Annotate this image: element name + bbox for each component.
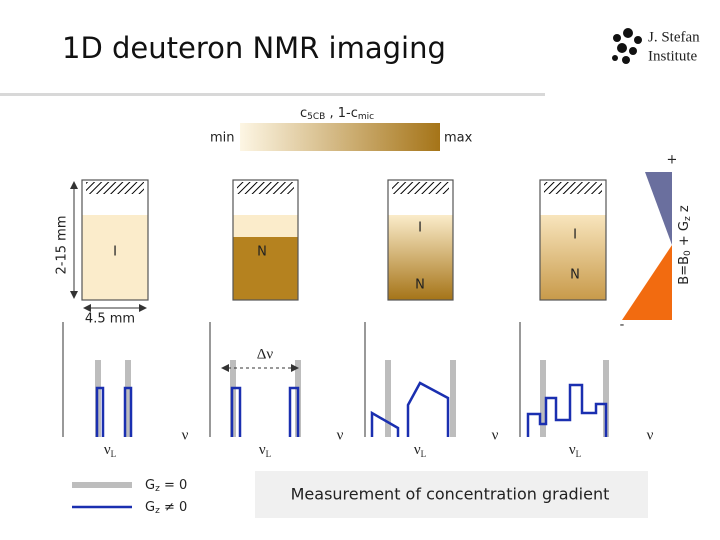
sample-cells: [81, 179, 607, 301]
phase-label: N: [415, 278, 425, 293]
concentration-label: c5CB , 1-cmic: [300, 106, 374, 122]
axis-label: ν: [182, 427, 189, 443]
phase-label: I: [113, 245, 117, 260]
center-frequency: νL: [259, 442, 271, 459]
title-rule: [0, 93, 545, 96]
label-sub: L: [421, 449, 427, 459]
label-part: G: [145, 500, 155, 515]
concentration-bar: [240, 123, 440, 151]
minus-sign: -: [620, 318, 625, 333]
phase-label: I: [418, 221, 422, 236]
center-frequency: νL: [414, 442, 426, 459]
axis-label: ν: [337, 427, 344, 443]
height-label: 2-15 mm: [55, 216, 70, 275]
width-label: 4.5 mm: [85, 312, 135, 327]
label-sub: z: [155, 484, 160, 494]
label-part: ν: [259, 442, 266, 458]
phase-label: N: [257, 245, 267, 260]
label-sub: z: [683, 216, 693, 221]
caption: Measurement of concentration gradient: [291, 485, 610, 504]
label-sub: L: [576, 449, 582, 459]
label-sub: z: [155, 506, 160, 516]
phase-label: N: [570, 268, 580, 283]
caption-box: [255, 471, 648, 518]
label-part: , 1-c: [325, 106, 358, 121]
label-part: ν: [104, 442, 111, 458]
legend-label: Gz = 0: [145, 478, 187, 494]
logo: [612, 28, 642, 64]
min-label: min: [210, 131, 235, 146]
center-frequency: νL: [569, 442, 581, 459]
title: 1D deuteron NMR imaging: [62, 31, 446, 65]
label-part: c: [300, 106, 307, 121]
label-sub: 5CB: [307, 112, 325, 122]
label-part: ν: [569, 442, 576, 458]
label-part: ≠ 0: [160, 500, 187, 515]
label-sub: 0: [683, 250, 693, 256]
axis-label: ν: [647, 427, 654, 443]
label-sub: L: [111, 449, 117, 459]
delta-label: Δν: [257, 346, 274, 362]
label-sub: mic: [358, 112, 374, 122]
label-sub: L: [266, 449, 272, 459]
institute-line: Institute: [648, 48, 698, 64]
axis-label: ν: [492, 427, 499, 443]
label-part: B=B: [677, 256, 692, 285]
center-frequency: νL: [104, 442, 116, 459]
label-part: + G: [677, 221, 692, 250]
legend-label: Gz ≠ 0: [145, 500, 187, 516]
institute-line: J. Stefan: [648, 29, 700, 45]
spectra: [62, 322, 609, 437]
phase-label: I: [573, 228, 577, 243]
label-part: = 0: [160, 478, 187, 493]
label-part: z: [677, 205, 692, 216]
max-label: max: [444, 131, 473, 146]
label-part: ν: [414, 442, 421, 458]
field-negative: [622, 245, 672, 320]
plus-sign: +: [667, 153, 678, 168]
label-part: G: [145, 478, 155, 493]
field-label: B=B0 + Gz z: [677, 205, 693, 285]
field-positive: [645, 172, 672, 245]
